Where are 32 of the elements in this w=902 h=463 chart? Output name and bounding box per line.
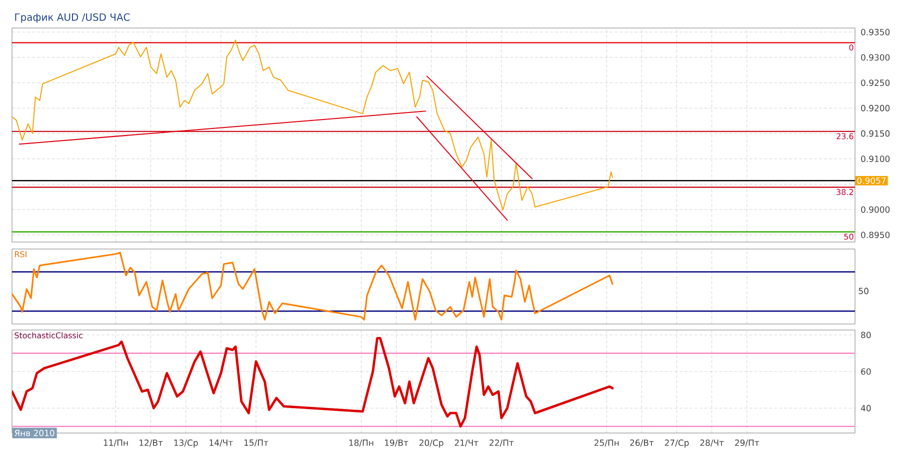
- y-tick-label: 0.9000: [861, 206, 890, 213]
- x-tick-label: 21/Чт: [454, 440, 478, 447]
- y-tick-label: 0.9350: [861, 28, 890, 36]
- x-tick-label: 15/Пт: [244, 440, 268, 446]
- x-tick-label: 19/Вт: [385, 440, 408, 447]
- chart-title: График AUD /USD ЧАС: [15, 13, 130, 23]
- x-tick-label: 25/Пн: [594, 440, 619, 447]
- x-tick-label: 18/Пн: [349, 440, 374, 447]
- y-tick-label: 40: [860, 404, 871, 412]
- line-series: [12, 337, 614, 428]
- y-tick-label: 0.9150: [861, 130, 890, 137]
- y-tick-label: 0.9300: [861, 54, 890, 61]
- annotation: Янв 2010: [14, 430, 54, 436]
- x-tick-label: 26/Вт: [630, 440, 654, 447]
- y-tick-label: 60: [861, 368, 871, 375]
- x-tick-label: 14/Чт: [210, 440, 233, 446]
- x-tick-label: 11/Пн: [104, 440, 128, 446]
- ref-line-label: 0.9057: [857, 177, 886, 184]
- x-tick-label: 12/Вт: [140, 440, 163, 447]
- y-tick-label: 80: [861, 332, 871, 338]
- x-tick-label: 28/Чт: [700, 440, 724, 447]
- y-tick-label: 0.9100: [861, 156, 890, 162]
- x-tick-label: 20/Ср: [419, 440, 444, 448]
- x-tick-label: 27/Ср: [664, 440, 689, 448]
- y-tick-label: 0.8950: [861, 232, 890, 238]
- line-series: [12, 40, 613, 211]
- x-tick-label: 22/Пт: [490, 440, 514, 447]
- y-tick-label: 0.9200: [861, 104, 890, 112]
- text: 50: [858, 288, 868, 294]
- x-tick-label: 29/Пт: [735, 440, 760, 447]
- y-tick-label: 0.9250: [861, 80, 890, 86]
- x-tick-label: 13/Ср: [174, 440, 198, 448]
